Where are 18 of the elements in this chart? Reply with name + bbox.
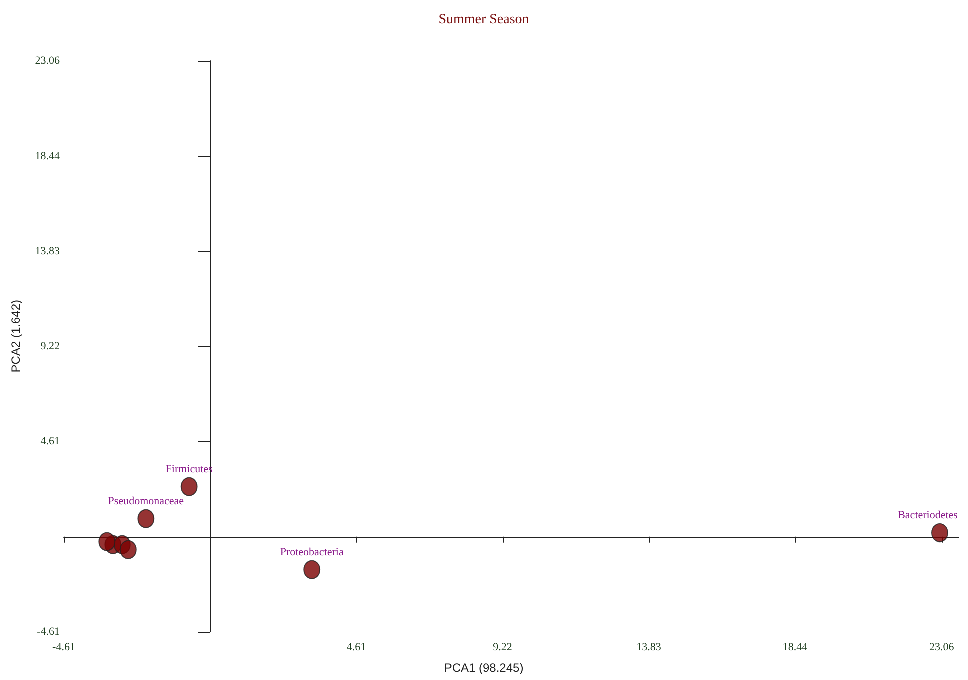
y-tick-label: -4.61 xyxy=(37,626,60,638)
y-tick-label: 9.22 xyxy=(40,340,60,353)
x-tick-label: 9.22 xyxy=(493,642,512,654)
chart-title: Summer Season xyxy=(438,12,530,28)
text: PCA2 (1.642) xyxy=(9,300,23,373)
x-tick-label: -4.61 xyxy=(52,642,76,654)
x-tick-label: 4.61 xyxy=(346,642,366,654)
annotation: Pseudomonaceae xyxy=(108,495,184,508)
y-tick-label: 4.61 xyxy=(40,436,60,448)
y-tick-label: 18.44 xyxy=(35,150,60,162)
text: PCA1 (98.245) xyxy=(444,661,524,675)
x-tick-label: 23.06 xyxy=(929,642,955,654)
y-tick-label: 13.83 xyxy=(35,245,60,258)
y-tick-label: 23.06 xyxy=(35,55,60,67)
annotation: Bacteriodetes xyxy=(898,509,958,522)
annotation: Proteobacteria xyxy=(280,546,344,558)
x-tick-label: 13.83 xyxy=(636,642,662,654)
x-tick-label: 18.44 xyxy=(782,642,808,654)
